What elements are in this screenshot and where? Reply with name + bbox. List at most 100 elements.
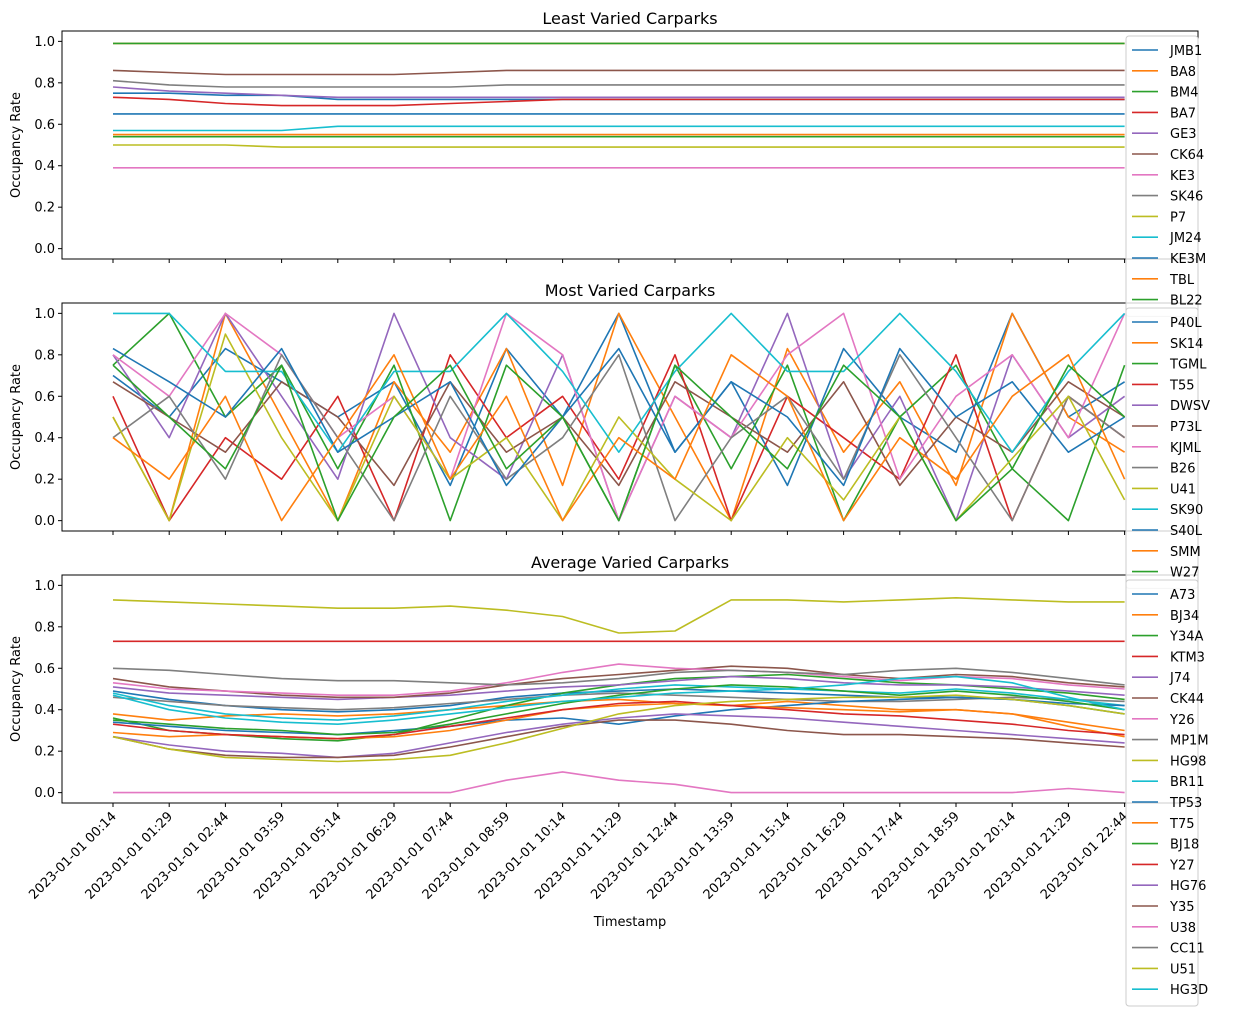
legend-entry-w27: W27	[1170, 566, 1199, 581]
series-line-bj18	[112, 684, 1125, 736]
legend-entry-bm4: BM4	[1170, 86, 1198, 101]
legend-entry-br11: BR11	[1170, 775, 1205, 790]
y-tick-label: 0.0	[34, 514, 55, 529]
legend-entry-y35: Y35	[1169, 900, 1194, 915]
x-axis-label: Timestamp	[593, 915, 667, 930]
legend-entry-y27: Y27	[1169, 858, 1194, 873]
y-tick-label: 0.2	[34, 473, 55, 488]
chart-title: Most Varied Carparks	[545, 281, 716, 300]
legend-entry-hg76: HG76	[1170, 879, 1206, 894]
legend-entry-p73l: P73L	[1170, 420, 1202, 435]
legend-entry-smm: SMM	[1170, 545, 1201, 560]
legend-2: P40L SK14 TGML T55 DWSV P73L KJML B26 U41 SK90 S40…	[1125, 307, 1210, 589]
series-line-hg76	[112, 713, 1125, 759]
legend-entry-p40l: P40L	[1170, 316, 1202, 331]
legend-entry-sk90: SK90	[1170, 503, 1203, 518]
series-line-ba7	[112, 96, 1125, 107]
chart-title: Least Varied Carparks	[542, 9, 717, 28]
y-tick-label: 0.4	[34, 159, 55, 174]
legend-entry-ktm3: KTM3	[1170, 650, 1205, 665]
series-line-p40l	[112, 312, 1126, 487]
legend-box	[1125, 579, 1199, 1007]
y-tick-label: 0.6	[34, 390, 55, 405]
subplot-1: 0.0 0.2 0.4 0.6 0.8 1.0 Least Varied Carparks O…	[9, 9, 1199, 263]
legend-entry-bl22: BL22	[1170, 294, 1203, 309]
legend-entry-b26: B26	[1170, 462, 1195, 477]
legend-entry-tbl: TBL	[1169, 273, 1195, 288]
legend-entry-s40l: S40L	[1170, 524, 1203, 539]
legend-entry-ba8: BA8	[1170, 65, 1196, 80]
legend-entry-sk14: SK14	[1170, 337, 1203, 352]
y-tick-label: 0.2	[34, 745, 55, 760]
series-line-ck64	[112, 69, 1125, 76]
legend-entry-kjml: KJML	[1170, 441, 1202, 456]
legend-entry-p7: P7	[1170, 210, 1186, 225]
legend-entry-jmb1: JMB1	[1169, 44, 1202, 59]
legend-entry-tp53: TP53	[1169, 796, 1202, 811]
legend-entry-t55: T55	[1169, 378, 1194, 393]
chart-title: Average Varied Carparks	[531, 553, 729, 572]
legend-entry-ke3m: KE3M	[1170, 252, 1206, 267]
legend-entry-bj18: BJ18	[1170, 838, 1199, 853]
series-line-tp53	[112, 696, 1125, 736]
y-tick-label: 0.8	[34, 348, 55, 363]
series-line-b26	[112, 353, 1126, 522]
subplot-2: 0.0 0.2 0.4 0.6 0.8 1.0 Most Varied Carparks Oc…	[9, 281, 1199, 535]
series-line-sk46	[112, 79, 1125, 88]
legend-entry-a73: A73	[1170, 588, 1195, 603]
axes-frame	[61, 574, 1199, 804]
legend-entry-ck44: CK44	[1170, 692, 1204, 707]
legend-entry-t75: T75	[1169, 817, 1194, 832]
y-axis-label: Occupancy Rate	[9, 636, 24, 742]
plot-area	[112, 42, 1125, 169]
series-line-s40l	[112, 347, 1126, 487]
legend-entry-u41: U41	[1170, 482, 1196, 497]
y-tick-label: 1.0	[34, 579, 55, 594]
series-line-hg3d	[112, 675, 1125, 726]
legend-entry-hg3d: HG3D	[1170, 983, 1208, 998]
y-tick-label: 0.8	[34, 76, 55, 91]
legend-entry-mp1m: MP1M	[1170, 734, 1209, 749]
series-line-p7	[113, 144, 1125, 148]
y-tick-label: 1.0	[34, 307, 55, 322]
y-tick-label: 0.8	[34, 620, 55, 635]
plot-area	[112, 596, 1125, 794]
series-line-ck44	[112, 665, 1125, 699]
legend-entry-sk46: SK46	[1170, 190, 1203, 205]
series-line-ge3	[112, 86, 1125, 99]
legend-1: JMB1 BA8 BM4 BA7 GE3 CK64 KE3 SK46 P7 JM24 KE3M TBL…	[1125, 35, 1206, 317]
plot-area	[112, 312, 1126, 522]
y-tick-label: 0.0	[34, 242, 55, 257]
legend-entry-tgml: TGML	[1169, 358, 1207, 373]
y-tick-label: 0.4	[34, 431, 55, 446]
series-line-mp1m	[112, 692, 1125, 711]
y-axis-label: Occupancy Rate	[9, 364, 24, 470]
legend-entry-bj34: BJ34	[1170, 609, 1199, 624]
series-line-br11	[112, 684, 1125, 721]
legend-entry-j74: J74	[1169, 671, 1190, 686]
series-line-u38	[113, 771, 1125, 794]
legend-entry-ke3: KE3	[1170, 169, 1195, 184]
legend-entry-hg98: HG98	[1170, 754, 1206, 769]
series-line-smm	[112, 353, 1126, 522]
legend-entry-ba7: BA7	[1170, 106, 1196, 121]
series-line-hg98	[112, 596, 1125, 634]
y-axis-label: Occupancy Rate	[9, 92, 24, 198]
y-tick-label: 0.6	[34, 118, 55, 133]
series-line-j74	[112, 675, 1125, 701]
legend-entry-jm24: JM24	[1169, 231, 1202, 246]
series-line-u51	[112, 694, 1125, 763]
series-line-sk14	[112, 312, 1126, 522]
y-tick-label: 0.0	[34, 786, 55, 801]
y-tick-label: 0.4	[34, 703, 55, 718]
legend-entry-u51: U51	[1170, 962, 1196, 977]
series-line-jm24	[113, 125, 1125, 132]
series-line-sk90	[113, 312, 1126, 454]
legend-entry-cc11: CC11	[1170, 942, 1205, 957]
legend-entry-y26: Y26	[1169, 713, 1194, 728]
legend-3: A73 BJ34 Y34A KTM3 J74 CK44 Y26 MP1M HG98 BR11 TP5…	[1125, 579, 1209, 1007]
legend-entry-ck64: CK64	[1170, 148, 1204, 163]
series-line-y35	[112, 719, 1125, 759]
